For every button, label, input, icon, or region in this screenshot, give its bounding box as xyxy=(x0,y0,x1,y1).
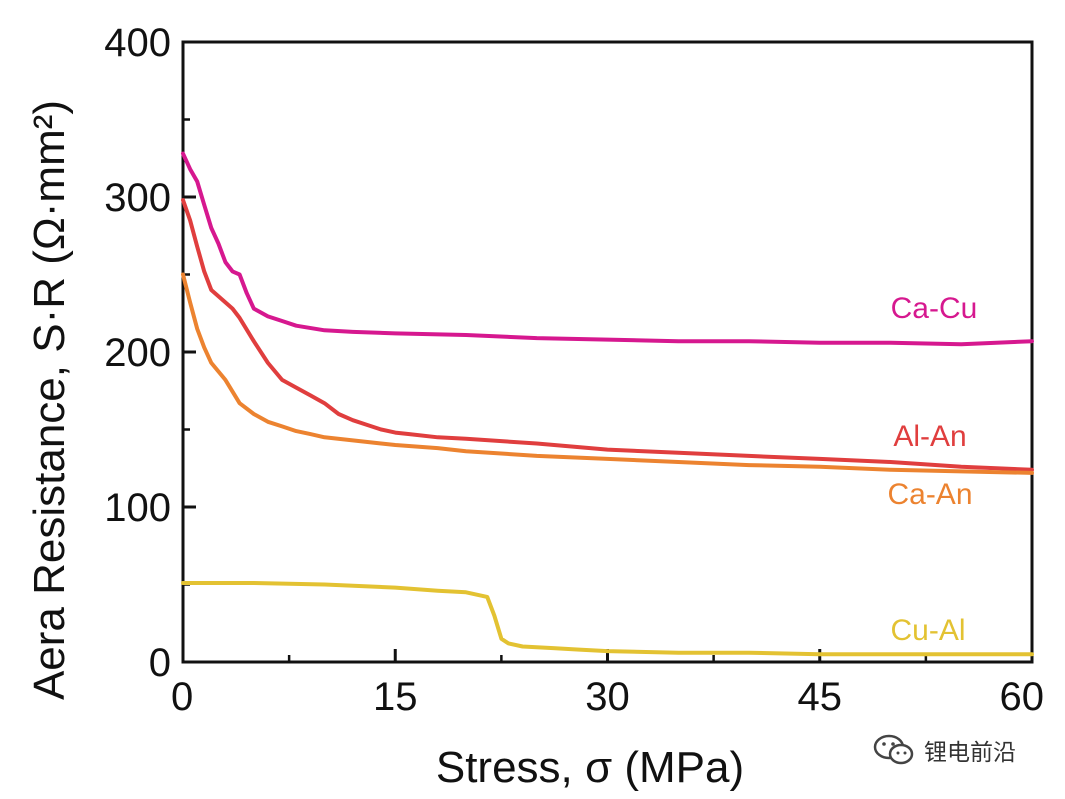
series-label-ca-cu: Ca-Cu xyxy=(891,292,978,325)
series-line-ca-an xyxy=(181,272,1034,475)
y-tick-label: 0 xyxy=(149,641,171,685)
series-label-cu-al: Cu-Al xyxy=(890,614,965,647)
y-tick-label: 100 xyxy=(104,486,171,530)
series-line-ca-cu xyxy=(181,151,1034,347)
x-tick-label: 30 xyxy=(585,675,630,719)
y-tick-label: 200 xyxy=(104,331,171,375)
watermark: 锂电前沿 xyxy=(872,732,1016,768)
series-label-ca-an: Ca-An xyxy=(887,478,972,511)
plot-frame xyxy=(181,40,1034,664)
wechat-icon xyxy=(873,734,914,765)
y-tick-label: 400 xyxy=(104,21,171,65)
y-tick-label: 300 xyxy=(104,176,171,220)
series-label-al-an: Al-An xyxy=(893,420,966,453)
watermark-text: 锂电前沿 xyxy=(924,740,1016,766)
series-line-al-an xyxy=(181,198,1034,472)
x-axis-title: Stress, σ (MPa) xyxy=(436,743,744,792)
x-tick-label: 45 xyxy=(798,675,843,719)
series-line-cu-al xyxy=(181,581,1034,657)
x-tick-label: 60 xyxy=(1000,675,1045,719)
x-tick-label: 0 xyxy=(171,675,193,719)
x-tick-label: 15 xyxy=(373,675,418,719)
y-axis-title: Aera Resistance, S·R (Ω·mm²) xyxy=(25,100,74,700)
